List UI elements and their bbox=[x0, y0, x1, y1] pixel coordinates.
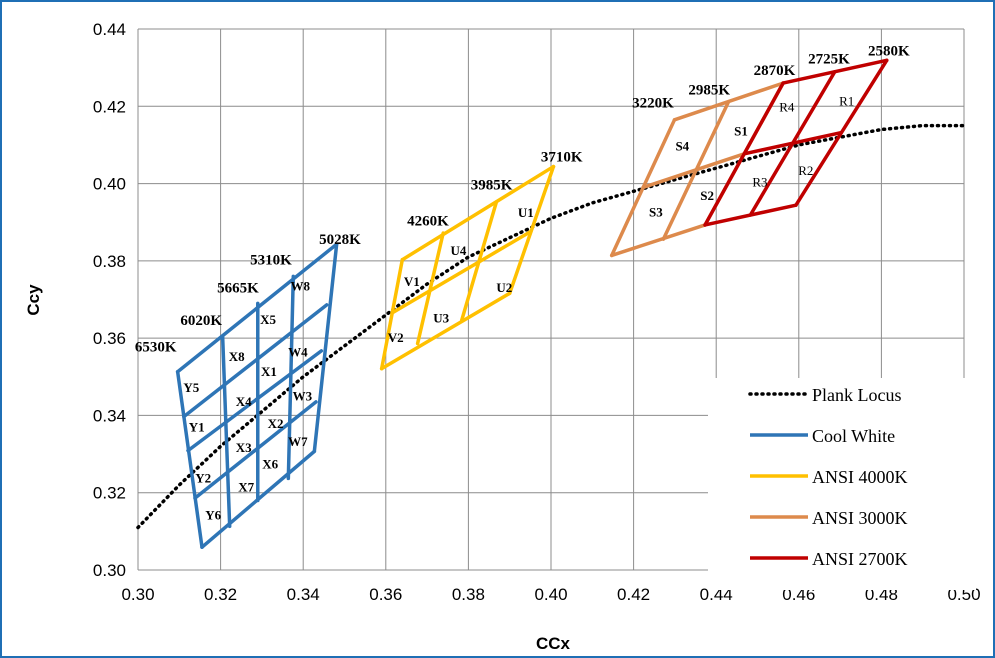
x-tick-label: 0.30 bbox=[121, 585, 154, 604]
bin-label: S2 bbox=[700, 188, 714, 203]
x-tick-label: 0.38 bbox=[452, 585, 485, 604]
bin-label: S3 bbox=[649, 204, 663, 219]
y-tick-label: 0.40 bbox=[93, 175, 126, 194]
bin-label: Y2 bbox=[195, 471, 211, 486]
cct-label: 2985K bbox=[688, 83, 730, 99]
bin-label: X5 bbox=[260, 312, 276, 327]
cct-label: 4260K bbox=[407, 214, 449, 230]
bin-label: W3 bbox=[293, 388, 313, 403]
bin-label: S1 bbox=[734, 123, 748, 138]
y-axis-title: Ccy bbox=[24, 284, 43, 316]
bin-label: U4 bbox=[451, 243, 467, 258]
y-axis-tick-labels: 0.30 0.32 0.34 0.36 0.38 0.40 0.42 0.44 bbox=[93, 20, 126, 580]
bin-label: U3 bbox=[433, 311, 449, 326]
x-tick-label: 0.40 bbox=[534, 585, 567, 604]
y-tick-label: 0.44 bbox=[93, 20, 126, 39]
legend-label-cool-white: Cool White bbox=[812, 426, 895, 446]
bin-label: X1 bbox=[261, 364, 277, 379]
bin-label: Y1 bbox=[189, 420, 205, 435]
series-ansi-3000k-segment bbox=[641, 152, 747, 190]
series-cool-white-segment bbox=[186, 349, 324, 453]
legend-label-ansi-4000k: ANSI 4000K bbox=[812, 467, 908, 487]
series-ansi-4000k-segment bbox=[390, 229, 533, 315]
cct-label: 3220K bbox=[632, 95, 674, 111]
cct-label: 2725K bbox=[808, 51, 850, 67]
series-ansi-2700k-segment bbox=[781, 58, 889, 85]
bin-label: X7 bbox=[238, 480, 254, 495]
bin-label: S4 bbox=[675, 139, 689, 154]
bin-label: X8 bbox=[229, 349, 245, 364]
legend: Plank Locus Cool White ANSI 4000K ANSI 3000… bbox=[708, 378, 976, 590]
series-cool-white-segment bbox=[312, 242, 339, 454]
x-tick-label: 0.42 bbox=[617, 585, 650, 604]
cct-label: 5028K bbox=[319, 232, 361, 248]
legend-label-plank-locus: Plank Locus bbox=[812, 385, 902, 405]
bin-label: X2 bbox=[268, 416, 284, 431]
series-ansi-4000k-segment bbox=[400, 164, 556, 262]
y-tick-label: 0.32 bbox=[93, 484, 126, 503]
cct-label: 3710K bbox=[541, 150, 583, 166]
bin-label: U1 bbox=[518, 205, 534, 220]
x-tick-label: 0.32 bbox=[204, 585, 237, 604]
series-ansi-3000k-segment bbox=[609, 223, 707, 258]
y-tick-label: 0.34 bbox=[93, 406, 126, 425]
cct-label: 5665K bbox=[217, 281, 259, 297]
series-cool-white-segment bbox=[220, 335, 232, 529]
bin-label: Y6 bbox=[205, 507, 221, 522]
series-cool-white-segment bbox=[200, 449, 317, 549]
bin-label: Y5 bbox=[183, 380, 199, 395]
bin-label: R3 bbox=[752, 175, 767, 190]
series-ansi-3000k-segment bbox=[672, 81, 785, 122]
bin-label: V2 bbox=[388, 330, 404, 345]
series-cool-white-segment bbox=[175, 370, 204, 549]
legend-label-ansi-3000k: ANSI 3000K bbox=[812, 508, 908, 528]
y-tick-label: 0.30 bbox=[93, 561, 126, 580]
cct-label: 3985K bbox=[471, 177, 513, 193]
bin-label: V1 bbox=[404, 274, 420, 289]
y-tick-label: 0.36 bbox=[93, 329, 126, 348]
x-axis-title: CCx bbox=[536, 634, 571, 653]
bin-label: R2 bbox=[798, 163, 813, 178]
bin-label: X4 bbox=[236, 394, 252, 409]
cct-label: 5310K bbox=[250, 253, 292, 269]
bin-label: R4 bbox=[779, 99, 795, 114]
cct-label: 6020K bbox=[180, 313, 222, 329]
x-tick-label: 0.36 bbox=[369, 585, 402, 604]
series-layer bbox=[136, 58, 966, 549]
bin-label: X6 bbox=[262, 456, 278, 471]
cct-label: 2870K bbox=[754, 63, 796, 79]
bin-label: W8 bbox=[291, 279, 311, 294]
cct-label: 2580K bbox=[868, 43, 910, 59]
y-tick-label: 0.42 bbox=[93, 97, 126, 116]
legend-box bbox=[708, 378, 976, 590]
series-cool-white-segment bbox=[175, 242, 339, 374]
series-ansi-2700k-segment bbox=[703, 203, 798, 227]
legend-label-ansi-2700k: ANSI 2700K bbox=[812, 549, 908, 569]
chart-grid bbox=[137, 28, 965, 571]
bin-label: R1 bbox=[839, 94, 854, 109]
cct-label: 6530K bbox=[135, 340, 177, 356]
series-cool-white-segment bbox=[193, 400, 318, 500]
bin-label: W7 bbox=[288, 434, 308, 449]
series-cool-white-segment bbox=[182, 303, 329, 419]
bin-label: X3 bbox=[236, 440, 252, 455]
bin-label: U2 bbox=[496, 280, 512, 295]
bin-label: W4 bbox=[288, 344, 308, 359]
y-tick-label: 0.38 bbox=[93, 252, 126, 271]
series-ansi-4000k-segment bbox=[507, 164, 556, 296]
series-ansi-2700k-segment bbox=[742, 130, 844, 156]
series-ansi-4000k-segment bbox=[379, 291, 512, 371]
series-ansi-4000k-segment bbox=[415, 231, 445, 346]
series-plank-locus-line bbox=[136, 123, 966, 530]
series-cool-white-segment bbox=[286, 274, 296, 481]
x-tick-label: 0.34 bbox=[287, 585, 320, 604]
